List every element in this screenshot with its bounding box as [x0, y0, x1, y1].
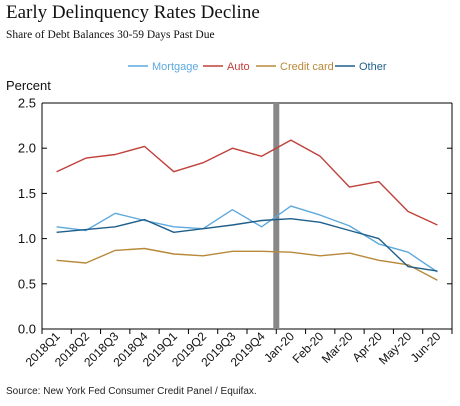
source-note: Source: New York Fed Consumer Credit Pan…	[6, 386, 257, 397]
y-tick-label: 0.5	[18, 276, 36, 291]
series-lines	[56, 139, 438, 281]
series-line-other	[56, 217, 438, 272]
axes: Percent0.00.51.01.52.02.52018Q12018Q2201…	[6, 78, 453, 369]
chart-title: Early Delinquency Rates Decline	[6, 2, 260, 23]
y-axis-label: Percent	[6, 78, 51, 93]
x-tick-label: Jun-20	[408, 329, 444, 365]
y-tick-label: 0.0	[18, 322, 36, 337]
chart-subtitle: Share of Debt Balances 30-59 Days Past D…	[6, 29, 215, 41]
y-tick-label: 1.5	[18, 186, 36, 201]
series-line-credit-card	[56, 247, 438, 281]
legend-label-credit-card: Credit card	[280, 61, 334, 73]
series-line-mortgage	[56, 205, 438, 273]
series-line-auto	[56, 139, 438, 226]
y-tick-label: 1.0	[18, 231, 36, 246]
legend: Mortgage Auto Credit card Other	[128, 61, 387, 73]
legend-label-mortgage: Mortgage	[152, 61, 198, 73]
legend-label-other: Other	[359, 61, 387, 73]
x-tick-label: May-20	[376, 329, 414, 367]
x-tick-label: Feb-20	[290, 329, 327, 366]
y-tick-label: 2.0	[18, 141, 36, 156]
x-tick-label: Mar-20	[319, 329, 356, 366]
legend-label-auto: Auto	[227, 61, 250, 73]
y-tick-label: 2.5	[18, 96, 36, 111]
